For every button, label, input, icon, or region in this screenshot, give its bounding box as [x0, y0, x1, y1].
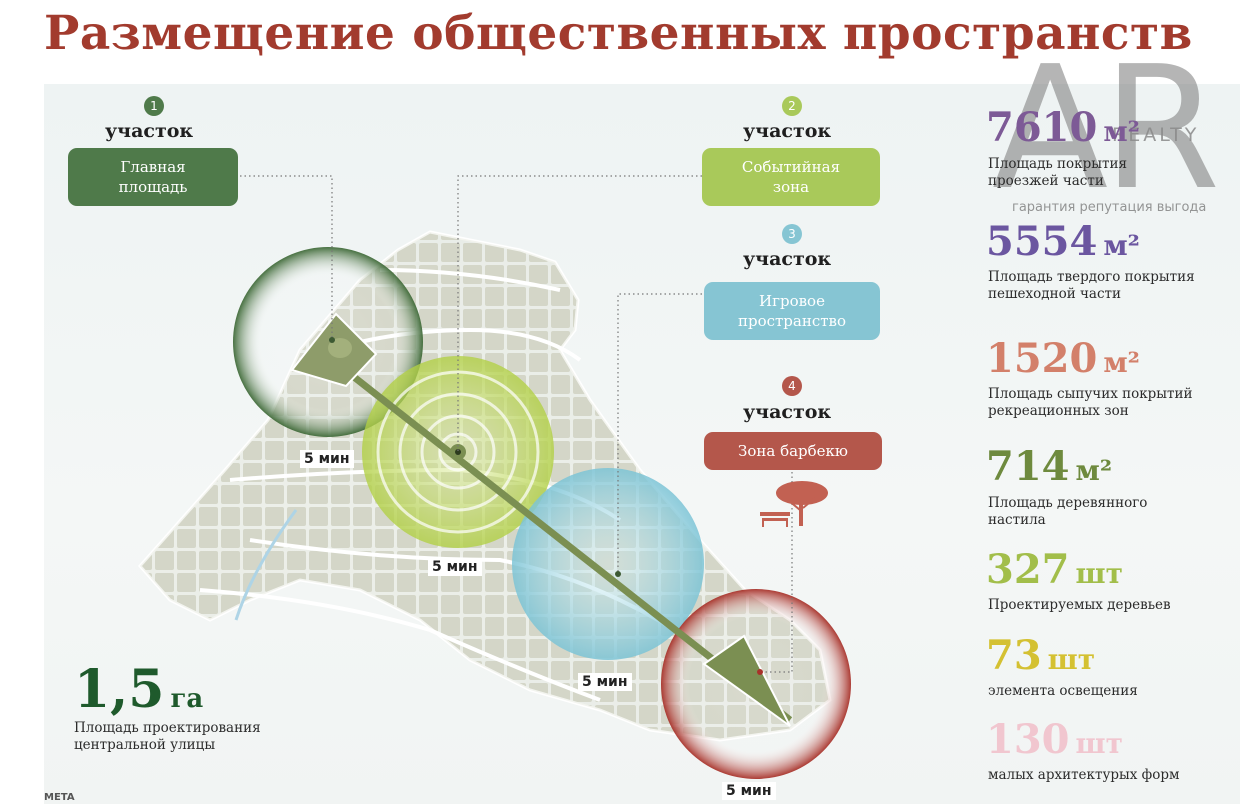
site-1-number: 1	[144, 96, 164, 116]
area-unit: га	[170, 684, 204, 714]
bbq-area-shape	[702, 634, 791, 727]
stat-pedestrian-area-unit: м²	[1103, 229, 1140, 262]
realty-logo-tagline: гарантия репутация выгода	[1012, 200, 1207, 215]
site-4-label: участок	[743, 401, 832, 423]
zone-bbq-label: Зона барбекю	[737, 442, 848, 460]
zone-playground: Игровое пространство	[704, 282, 880, 340]
stat-small-forms-number: 130	[986, 716, 1070, 763]
realty-logo-word: REALTY	[1112, 124, 1200, 146]
tree-bench-pictogram	[760, 481, 828, 527]
stat-road-area-number: 7610	[986, 104, 1098, 151]
stat-small-forms: 130 шт	[986, 718, 1123, 766]
stat-road-area-desc: Площадь покрытия проезжей части	[988, 156, 1127, 189]
zone-bbq: Зона барбекю	[704, 432, 882, 470]
page-title: Размещение общественных пространств	[44, 6, 1193, 61]
stat-lighting-unit: шт	[1047, 643, 1096, 676]
zone-main-square: Главная площадь	[68, 148, 238, 206]
walk-time-4: 5 мин	[722, 782, 776, 800]
walk-time-3: 5 мин	[578, 673, 632, 691]
stat-lighting-number: 73	[986, 632, 1042, 679]
area-value: 1,5 га	[74, 660, 203, 729]
stat-lighting: 73 шт	[986, 634, 1095, 682]
stat-road-area: 7610 м²	[986, 106, 1140, 154]
stat-trees-unit: шт	[1075, 557, 1123, 590]
area-number: 1,5	[74, 659, 165, 720]
stat-decking: 714 м²	[986, 445, 1112, 493]
stat-small-forms-desc: малых архитектурых форм	[988, 767, 1180, 783]
stat-pedestrian-area-desc: Площадь твердого покрытия пешеходной час…	[988, 269, 1195, 302]
zone-main-square-label: Главная площадь	[118, 158, 188, 196]
stat-decking-desc: Площадь деревянного настила	[988, 495, 1148, 528]
stat-loose-cover: 1520 м²	[986, 337, 1140, 385]
stat-trees-desc: Проектируемых деревьев	[988, 597, 1171, 613]
stat-loose-cover-unit: м²	[1103, 346, 1140, 379]
site-2-number: 2	[782, 96, 802, 116]
footer-mark: META	[44, 792, 75, 803]
area-description: Площадь проектирования центральной улицы	[74, 720, 261, 753]
site-4-number: 4	[782, 376, 802, 396]
stat-pedestrian-area-number: 5554	[986, 218, 1098, 265]
site-2-label: участок	[743, 120, 832, 142]
stat-trees-number: 327	[986, 546, 1070, 593]
stat-decking-unit: м²	[1075, 454, 1113, 487]
site-3-label: участок	[743, 248, 832, 270]
zone-event-area: Событийная зона	[702, 148, 880, 206]
stat-loose-cover-number: 1520	[986, 335, 1098, 382]
stat-lighting-desc: элемента освещения	[988, 683, 1138, 699]
stat-small-forms-unit: шт	[1075, 727, 1123, 760]
realty-logo: AR	[992, 30, 1220, 228]
zone-playground-label: Игровое пространство	[737, 292, 847, 330]
zone-event-area-label: Событийная зона	[741, 158, 841, 196]
stat-trees: 327 шт	[986, 548, 1123, 596]
site-1-label: участок	[105, 120, 194, 142]
stat-loose-cover-desc: Площадь сыпучих покрытий рекреационных з…	[988, 386, 1193, 419]
walk-time-1: 5 мин	[300, 450, 354, 468]
walk-time-2: 5 мин	[428, 558, 482, 576]
stat-pedestrian-area: 5554 м²	[986, 220, 1140, 268]
site-3-number: 3	[782, 224, 802, 244]
stat-decking-number: 714	[986, 443, 1070, 490]
stat-road-area-unit: м²	[1103, 115, 1140, 148]
